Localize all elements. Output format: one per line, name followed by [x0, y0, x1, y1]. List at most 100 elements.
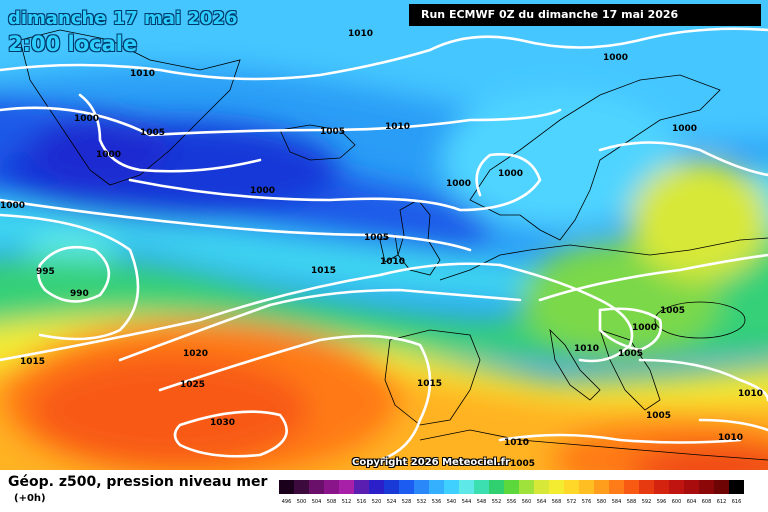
- legend-label: 584: [609, 498, 624, 506]
- isobar-labels: 1010 1010 1005 1000 1000 1000 1005 1010 …: [0, 29, 763, 469]
- isobar-label: 1015: [417, 379, 442, 389]
- legend-label: 600: [669, 498, 684, 506]
- isobar-label: 1005: [364, 233, 389, 243]
- coastlines: [19, 29, 768, 461]
- legend-label: 548: [474, 498, 489, 506]
- legend-swatch: [519, 480, 534, 494]
- legend-swatch: [564, 480, 579, 494]
- legend-swatch: [459, 480, 474, 494]
- pressure-geopotential-map: 1010 1010 1005 1000 1000 1000 1005 1010 …: [0, 0, 768, 470]
- legend-label: 608: [699, 498, 714, 506]
- legend-swatch: [624, 480, 639, 494]
- legend-swatch: [429, 480, 444, 494]
- isobar-label: 1000: [446, 179, 471, 189]
- legend-swatch: [699, 480, 714, 494]
- legend-label: 512: [339, 498, 354, 506]
- legend-label: 592: [639, 498, 654, 506]
- legend-label: 596: [654, 498, 669, 506]
- isobar-label: 1000: [603, 53, 628, 63]
- legend-swatch: [294, 480, 309, 494]
- isobar-label: 1005: [646, 411, 671, 421]
- isobar-label: 1005: [618, 349, 643, 359]
- isobar-label: 990: [70, 289, 89, 299]
- legend-swatch: [534, 480, 549, 494]
- legend-label: 580: [594, 498, 609, 506]
- legend-swatch: [279, 480, 294, 494]
- legend-swatch: [579, 480, 594, 494]
- legend-label: 572: [564, 498, 579, 506]
- legend-label: 544: [459, 498, 474, 506]
- legend-label: 540: [444, 498, 459, 506]
- isobar-label: 1010: [738, 389, 763, 399]
- legend-label: 500: [294, 498, 309, 506]
- legend-label: 576: [579, 498, 594, 506]
- isobar-label: 1000: [74, 114, 99, 124]
- isobar-label: 1000: [498, 169, 523, 179]
- isobar-label: 1005: [320, 127, 345, 137]
- legend-swatch: [504, 480, 519, 494]
- copyright-text: Copyright 2026 Meteociel.fr: [352, 457, 510, 468]
- isobar-label: 1010: [380, 257, 405, 267]
- legend-label: 616: [729, 498, 744, 506]
- isobar-label: 1000: [96, 150, 121, 160]
- legend-swatch: [309, 480, 324, 494]
- isobar-label: 1030: [210, 418, 235, 428]
- isobar-label: 1000: [672, 124, 697, 134]
- legend-swatch: [684, 480, 699, 494]
- legend-label: 564: [534, 498, 549, 506]
- legend-label: 556: [504, 498, 519, 506]
- isobar-label: 1005: [140, 128, 165, 138]
- legend-swatch: [729, 480, 744, 494]
- legend-swatch: [594, 480, 609, 494]
- legend-label: 560: [519, 498, 534, 506]
- legend-swatch: [339, 480, 354, 494]
- legend-label: 520: [369, 498, 384, 506]
- legend-label: 524: [384, 498, 399, 506]
- legend-label: 588: [624, 498, 639, 506]
- legend-label: 508: [324, 498, 339, 506]
- legend-swatch: [474, 480, 489, 494]
- legend-label: 552: [489, 498, 504, 506]
- isobar-label: 1010: [385, 122, 410, 132]
- legend-swatch: [414, 480, 429, 494]
- map-time-title: 2:00 locale: [8, 32, 138, 56]
- isobar-label: 1015: [20, 357, 45, 367]
- legend-label: 568: [549, 498, 564, 506]
- legend-swatch: [714, 480, 729, 494]
- legend-label: 516: [354, 498, 369, 506]
- map-footer: Géop. z500, pression niveau mer (+0h) 49…: [0, 470, 768, 512]
- lead-time-label: (+0h): [14, 493, 46, 504]
- legend-swatch: [669, 480, 684, 494]
- legend-label: 496: [279, 498, 294, 506]
- legend-swatch: [399, 480, 414, 494]
- isobar-label: 1010: [718, 433, 743, 443]
- isobar-label: 1020: [183, 349, 208, 359]
- legend-swatch: [324, 480, 339, 494]
- isobar-label: 1015: [311, 266, 336, 276]
- color-scale-legend: [279, 480, 744, 494]
- isobar-label: 1010: [574, 344, 599, 354]
- isobar-label: 1010: [130, 69, 155, 79]
- isobar-label: 1010: [504, 438, 529, 448]
- legend-label: 528: [399, 498, 414, 506]
- isobars: [0, 27, 768, 462]
- isobar-label: 1025: [180, 380, 205, 390]
- legend-label: 612: [714, 498, 729, 506]
- legend-swatch: [549, 480, 564, 494]
- isobar-label: 1000: [632, 323, 657, 333]
- legend-label: 532: [414, 498, 429, 506]
- legend-label: 536: [429, 498, 444, 506]
- isobar-label: 1010: [348, 29, 373, 39]
- legend-swatch: [489, 480, 504, 494]
- legend-label: 504: [309, 498, 324, 506]
- legend-swatch: [384, 480, 399, 494]
- isobar-label: 1000: [250, 186, 275, 196]
- color-scale-labels: 496 500 504 508 512 516 520 524 528 532 536 540 544 5…: [279, 498, 744, 506]
- map-date-title: dimanche 17 mai 2026: [8, 8, 238, 29]
- legend-swatch: [444, 480, 459, 494]
- isobar-label: 1000: [0, 201, 25, 211]
- legend-swatch: [369, 480, 384, 494]
- legend-swatch: [609, 480, 624, 494]
- product-title: Géop. z500, pression niveau mer: [8, 474, 268, 490]
